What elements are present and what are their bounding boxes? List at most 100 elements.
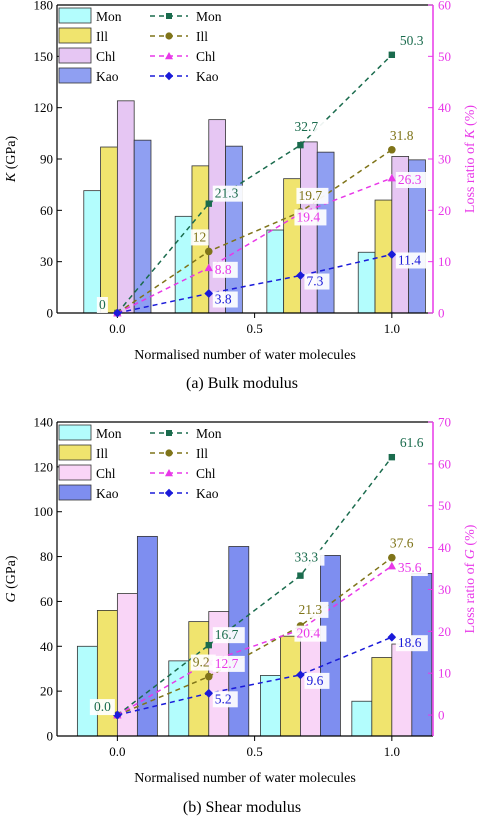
ytick-label: 40 — [40, 639, 53, 654]
y2tick-label: 20 — [438, 624, 451, 639]
xtick-label: 1.0 — [384, 744, 400, 759]
point-chl-1 — [204, 263, 213, 272]
data-label-kao-2: 9.6 — [306, 673, 323, 688]
y2tick-label: 30 — [438, 582, 451, 597]
legend-bar-label-ill: Ill — [96, 446, 108, 461]
y2-axis-title-part: (%) — [463, 524, 478, 549]
data-label-mon-1: 16.7 — [215, 627, 239, 642]
chart-caption: (a) Bulk modulus — [186, 375, 298, 392]
legend-marker-kao — [164, 488, 174, 498]
ytick-label: 180 — [34, 0, 54, 13]
bar-chl-0 — [116, 100, 135, 314]
point-kao-1 — [204, 688, 214, 698]
point-mon-3 — [388, 51, 396, 58]
legend-line-label-mon: Mon — [196, 9, 222, 24]
legend-line-label-kao: Kao — [196, 486, 219, 501]
y2-axis-title-part: G — [463, 549, 478, 559]
legend-bar-swatch-mon — [58, 424, 92, 441]
legend-marker-chl — [165, 469, 173, 477]
legend-bar-label-ill: Ill — [96, 29, 108, 44]
data-label-bg — [96, 297, 108, 313]
data-label-bg — [89, 699, 115, 716]
legend-marker-mon — [166, 13, 172, 19]
data-label-ill-3: 37.6 — [390, 536, 414, 551]
legend-line-label-kao: Kao — [196, 69, 219, 84]
legend-bar-swatch-ill — [58, 444, 92, 461]
point-ill-1 — [204, 247, 213, 256]
bar-kao-0 — [133, 139, 152, 314]
data-label-ill-1: 9.2 — [193, 655, 210, 670]
data-label-bg — [304, 672, 330, 689]
x-axis-title: Normalised number of water molecules — [134, 348, 356, 363]
bar-mon-0 — [83, 190, 101, 314]
legend-bar-label-mon: Mon — [96, 9, 122, 24]
legend-bar-swatch-chl — [58, 47, 92, 64]
y2tick-label: 0 — [438, 306, 445, 321]
data-label-bg — [292, 119, 325, 136]
y2tick-label: 10 — [438, 254, 451, 269]
y2tick-label: 0 — [438, 708, 445, 723]
legend-bar-label-chl: Chl — [96, 49, 116, 64]
point-kao-3 — [387, 250, 397, 259]
data-label-ill-3: 31.8 — [390, 128, 414, 143]
data-label-mon-1: 21.3 — [215, 186, 239, 201]
data-label-bg — [212, 655, 245, 672]
y2-axis-title-part: Loss ratio of — [463, 559, 478, 633]
y2-axis-title-part: Loss ratio of — [463, 139, 478, 213]
data-label-kao-3: 18.6 — [398, 635, 422, 650]
data-label-bg — [296, 601, 329, 618]
legend-bar-swatch-mon — [58, 7, 92, 24]
point-mon-1 — [205, 641, 212, 649]
legend-marker-chl — [165, 52, 173, 60]
data-label-bg — [212, 185, 245, 202]
data-label-chl-3: 35.6 — [398, 560, 422, 575]
line-kao — [117, 253, 393, 314]
data-label-bg — [395, 171, 428, 188]
data-label-bg — [212, 627, 245, 644]
data-label-kao-1: 3.8 — [215, 291, 232, 306]
y-axis-title-part: (GPa) — [4, 555, 19, 592]
data-label-bg — [212, 261, 238, 278]
y-axis-title: G (GPa) — [4, 555, 19, 602]
point-mon-2 — [297, 572, 304, 579]
y2tick-label: 40 — [438, 540, 451, 555]
ytick-label: 30 — [40, 254, 53, 269]
y-axis-title-part: G — [4, 592, 19, 602]
point-kao-1 — [204, 289, 214, 298]
data-label-mon-3: 61.6 — [400, 435, 424, 450]
line-mon — [116, 456, 393, 716]
bar-ill-3 — [371, 657, 393, 737]
data-label-bg — [387, 127, 420, 144]
bar-mon-2 — [266, 229, 285, 314]
data-label-chl-1: 8.8 — [215, 262, 232, 277]
data-label-kao-3: 11.4 — [398, 252, 421, 267]
legend-marker-ill — [165, 449, 173, 457]
y2tick-label: 60 — [438, 0, 451, 13]
point-mon-1 — [205, 200, 212, 207]
chart-caption: (b) Shear modulus — [183, 799, 301, 816]
legend-bar-label-kao: Kao — [96, 486, 119, 501]
ytick-label: 60 — [40, 203, 53, 218]
legend-line-label-mon: Mon — [196, 426, 222, 441]
data-label-chl-3: 26.3 — [398, 172, 422, 187]
line-ill — [117, 557, 393, 716]
y2tick-label: 10 — [438, 666, 451, 681]
legend-bar-label-mon: Mon — [96, 426, 122, 441]
data-label-bg — [212, 691, 238, 708]
bar-mon-3 — [357, 251, 376, 314]
y2tick-label: 40 — [438, 100, 451, 115]
y2tick-label: 50 — [438, 498, 451, 513]
data-label-ill-1: 12 — [193, 229, 207, 244]
xtick-label: 1.0 — [384, 321, 400, 336]
bar-kao-2 — [320, 555, 341, 737]
point-kao-2 — [296, 271, 305, 280]
bar-chl-1 — [208, 119, 226, 314]
point-mon-3 — [388, 453, 396, 461]
point-chl-3 — [387, 561, 397, 570]
legend-marker-mon — [166, 430, 172, 436]
legend-line-label-chl: Chl — [196, 49, 216, 64]
data-label-ill-2: 19.7 — [298, 188, 322, 203]
ytick-label: 120 — [34, 459, 54, 474]
data-label-bg — [387, 535, 420, 552]
